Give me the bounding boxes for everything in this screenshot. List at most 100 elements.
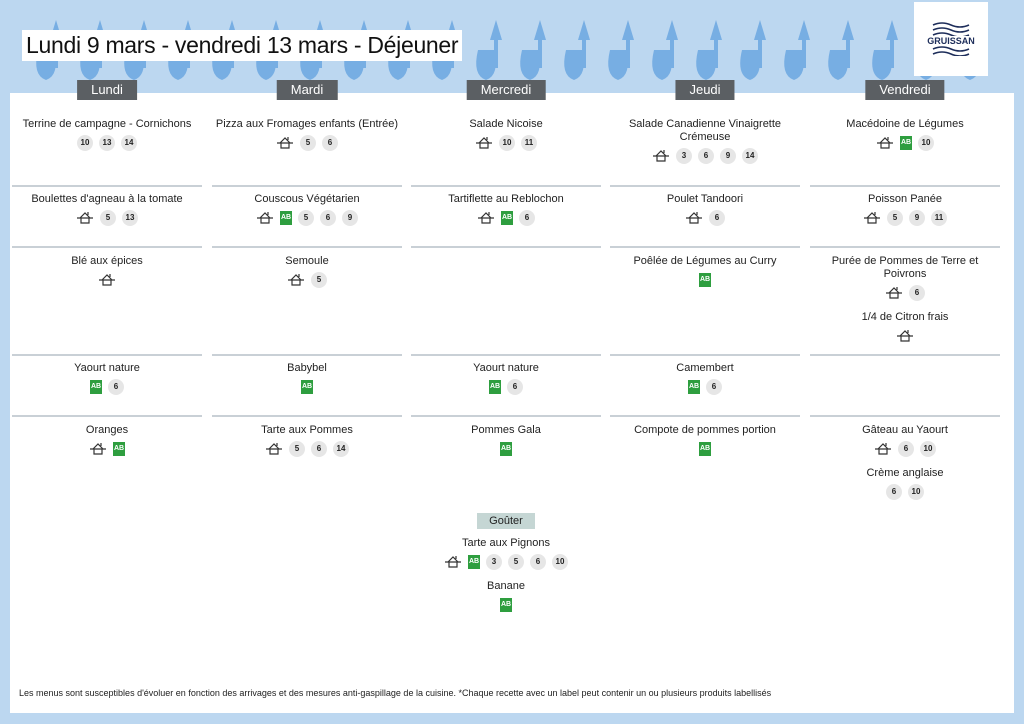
allergen-badge: 5 (289, 441, 305, 457)
badge-row: AB 6 (12, 379, 202, 395)
divider (411, 415, 601, 417)
pattern-shape (872, 50, 892, 80)
dish-name: Compote de pommes portion (634, 424, 776, 436)
allergen-badge: 13 (122, 210, 138, 226)
dish-item: Terrine de campagne - Cornichons 10 13 14 (12, 118, 202, 151)
allergen-badge: 6 (886, 484, 902, 500)
homemade-icon (287, 273, 305, 287)
allergen-badge: 6 (698, 148, 714, 164)
homemade-icon (265, 442, 283, 456)
allergen-badge: 11 (931, 210, 947, 226)
badge-row (810, 328, 1000, 344)
badge-row: 3 6 9 14 (610, 148, 800, 164)
allergen-badge: 10 (552, 554, 568, 570)
dish-name: Purée de Pommes de Terre et Poivrons (831, 255, 979, 280)
badge-row: AB (12, 441, 202, 457)
dish-item: Pizza aux Fromages enfants (Entrée) 5 6 (212, 118, 402, 151)
dish-name: Gâteau au Yaourt (862, 424, 948, 436)
menu-cell: Boulettes d'agneau à la tomate 5 13 (12, 193, 202, 236)
dish-item: Salade Canadienne Vinaigrette Crémeuse 3 6… (610, 118, 800, 164)
day-label-jeudi: Jeudi (675, 80, 735, 100)
dish-item: Crème anglaise 6 10 (810, 467, 1000, 500)
menu-cell: Poisson Panée 5 9 11 (810, 193, 1000, 236)
dish-name: Terrine de campagne - Cornichons (22, 118, 192, 130)
menu-cell: Oranges AB (12, 424, 202, 467)
dish-name: Couscous Végétarien (254, 193, 360, 205)
logo-text: GRUISSAN (927, 36, 975, 46)
dish-item: Tarte aux Pommes 5 6 14 (212, 424, 402, 457)
allergen-badge: 9 (909, 210, 925, 226)
badge-row: 5 6 14 (212, 441, 402, 457)
menu-cell: Poêlée de Légumes au Curry AB (610, 255, 800, 298)
organic-ab-icon: AB (699, 273, 711, 287)
dish-name: Tartiflette au Reblochon (448, 193, 564, 205)
dish-item: Compote de pommes portion AB (610, 424, 800, 457)
dish-item: Banane AB (406, 580, 606, 613)
divider (610, 415, 800, 417)
organic-ab-icon: AB (500, 598, 512, 612)
allergen-badge: 14 (333, 441, 349, 457)
allergen-badge: 3 (676, 148, 692, 164)
organic-ab-icon: AB (500, 442, 512, 456)
allergen-badge: 9 (342, 210, 358, 226)
dish-item: Poisson Panée 5 9 11 (810, 193, 1000, 226)
dish-name: Pommes Gala (471, 424, 541, 436)
dish-item: Macédoine de Légumes AB 10 (810, 118, 1000, 151)
allergen-badge: 5 (300, 135, 316, 151)
organic-ab-icon: AB (489, 380, 501, 394)
menu-cell: Salade Canadienne Vinaigrette Crémeuse 3 6… (610, 118, 800, 174)
dish-name: Salade Nicoise (469, 118, 543, 130)
dish-name: Semoule (285, 255, 329, 267)
homemade-icon (475, 136, 493, 150)
dish-item: Blé aux épices (12, 255, 202, 288)
allergen-badge: 6 (709, 210, 725, 226)
divider (212, 185, 402, 187)
dish-name: Camembert (676, 362, 734, 374)
dish-name: Tarte aux Pignons (461, 537, 551, 549)
badge-row: AB 6 (411, 210, 601, 226)
allergen-badge: 10 (918, 135, 934, 151)
pattern-shape (608, 50, 628, 80)
divider (411, 354, 601, 356)
allergen-badge: 13 (99, 135, 115, 151)
dish-name: Oranges (85, 424, 129, 436)
dish-name: Banane (487, 580, 525, 592)
dish-item: Boulettes d'agneau à la tomate 5 13 (12, 193, 202, 226)
badge-row: AB 5 6 9 (212, 210, 402, 226)
dish-item: Tarte aux Pignons AB 3 5 6 10 (406, 537, 606, 570)
allergen-badge: 6 (519, 210, 535, 226)
badge-row: 6 10 (810, 484, 1000, 500)
allergen-badge: 6 (706, 379, 722, 395)
dish-item: Babybel AB (212, 362, 402, 395)
dish-name: Crème anglaise (866, 467, 944, 479)
menu-cell: Salade Nicoise 10 11 (411, 118, 601, 161)
menu-cell: Babybel AB (212, 362, 402, 405)
allergen-badge: 5 (887, 210, 903, 226)
badge-row (12, 272, 202, 288)
menu-cell: Tarte aux Pommes 5 6 14 (212, 424, 402, 467)
menu-cell: Couscous Végétarien AB 5 6 9 (212, 193, 402, 236)
dish-item: Yaourt nature AB 6 (411, 362, 601, 395)
pattern-shape (564, 50, 584, 80)
organic-ab-icon: AB (688, 380, 700, 394)
homemade-icon (276, 136, 294, 150)
allergen-badge: 10 (908, 484, 924, 500)
badge-row: 5 9 11 (810, 210, 1000, 226)
organic-ab-icon: AB (301, 380, 313, 394)
badge-row: 5 13 (12, 210, 202, 226)
dish-name: Salade Canadienne Vinaigrette Crémeuse (628, 118, 782, 143)
dish-item: Poêlée de Légumes au Curry AB (610, 255, 800, 288)
menu-cell: Purée de Pommes de Terre et Poivrons 6 1/4… (810, 255, 1000, 354)
homemade-icon (652, 149, 670, 163)
dish-item: Poulet Tandoori 6 (610, 193, 800, 226)
gouter-cell: Tarte aux Pignons AB 3 5 6 10 Banane AB (406, 537, 606, 623)
badge-row: 5 (212, 272, 402, 288)
allergen-badge: 6 (311, 441, 327, 457)
dish-name: 1/4 de Citron frais (861, 311, 949, 323)
homemade-icon (477, 211, 495, 225)
divider (212, 246, 402, 248)
pattern-shape (520, 50, 540, 80)
divider (212, 354, 402, 356)
footer-note: Les menus sont susceptibles d'évoluer en… (19, 688, 772, 698)
